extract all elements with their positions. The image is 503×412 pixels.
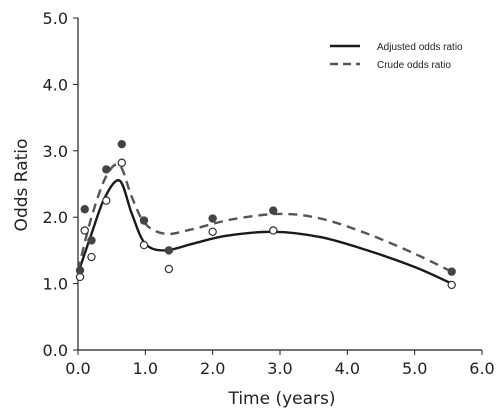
- crude-odds-curve: [76, 163, 453, 273]
- x-tick-label: 2.0: [200, 359, 225, 378]
- x-tick-label: 6.0: [469, 359, 494, 378]
- crude-data-point: [269, 206, 278, 215]
- y-tick-label: 4.0: [43, 75, 68, 94]
- x-axis-title: Time (years): [227, 389, 335, 409]
- adjusted-data-point: [80, 226, 89, 235]
- crude-data-point: [87, 236, 96, 245]
- y-axis-title: Odds Ratio: [12, 139, 32, 232]
- legend-label-adjusted: Adjusted odds ratio: [377, 42, 463, 53]
- crude-data-point: [164, 246, 174, 255]
- fitted-curves: [76, 163, 453, 285]
- crude-data-point: [447, 267, 456, 276]
- legend: Adjusted odds ratio Crude odds ratio: [330, 42, 463, 71]
- y-axis-ticks: 0.0 1.0 2.0 3.0 4.0 5.0: [43, 9, 78, 360]
- adjusted-data-point: [117, 158, 126, 167]
- crude-data-point: [102, 165, 111, 174]
- adjusted-data-point: [269, 226, 278, 235]
- legend-label-crude: Crude odds ratio: [377, 60, 451, 71]
- x-tick-label: 3.0: [267, 359, 292, 378]
- adjusted-odds-curve: [76, 179, 453, 285]
- crude-data-point: [80, 205, 89, 214]
- y-tick-label: 0.0: [43, 341, 68, 360]
- crude-data-point: [208, 214, 217, 223]
- y-tick-label: 3.0: [43, 142, 68, 161]
- adjusted-data-point: [447, 280, 456, 290]
- y-tick-label: 2.0: [43, 208, 68, 227]
- adjusted-data-point: [139, 240, 149, 250]
- adjusted-data-point: [102, 196, 111, 205]
- data-points: [75, 139, 456, 290]
- x-tick-label: 1.0: [133, 359, 158, 378]
- crude-data-point: [117, 139, 126, 149]
- x-tick-label: 0.0: [65, 359, 90, 378]
- y-tick-label: 5.0: [43, 9, 68, 28]
- adjusted-data-point: [87, 252, 96, 262]
- adjusted-data-point: [164, 264, 174, 274]
- crude-data-point: [75, 266, 85, 275]
- x-axis-ticks: 0.0 1.0 2.0 3.0 4.0 5.0 6.0: [65, 350, 495, 378]
- x-tick-label: 5.0: [402, 359, 427, 378]
- adjusted-data-point: [208, 227, 217, 237]
- y-tick-label: 1.0: [43, 275, 68, 294]
- x-tick-label: 4.0: [335, 359, 360, 378]
- crude-data-point: [139, 216, 149, 225]
